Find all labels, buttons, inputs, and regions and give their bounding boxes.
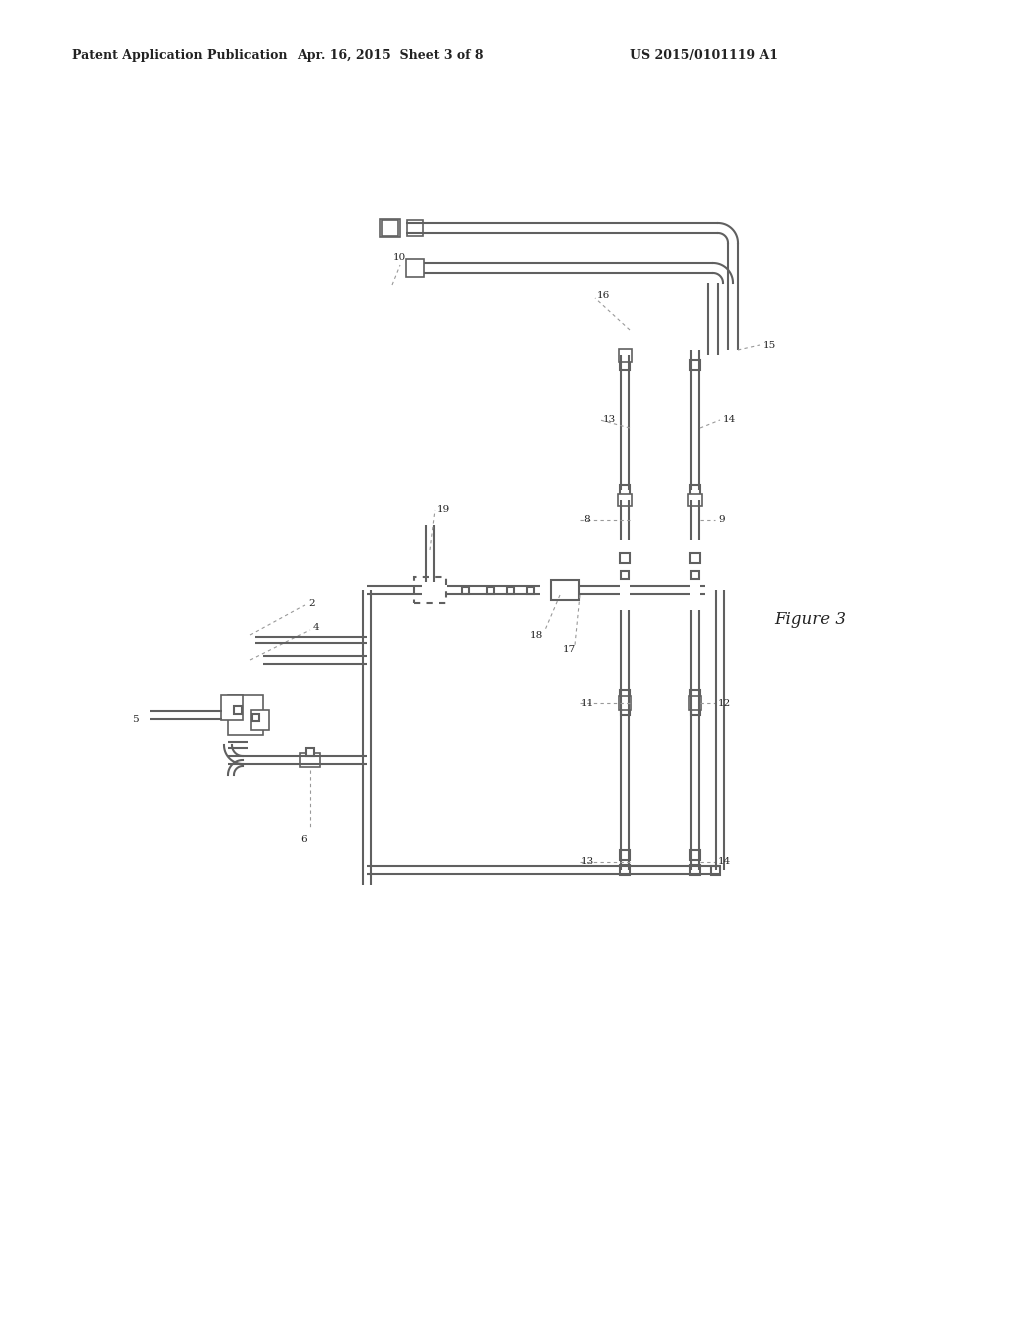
Text: 12: 12 (718, 698, 731, 708)
Polygon shape (406, 259, 424, 277)
Polygon shape (621, 572, 629, 579)
Polygon shape (621, 705, 630, 714)
Text: 14: 14 (723, 416, 736, 425)
Polygon shape (691, 572, 699, 579)
Text: 5: 5 (132, 715, 138, 725)
Polygon shape (221, 694, 243, 719)
Polygon shape (526, 586, 534, 594)
Polygon shape (618, 696, 631, 710)
Polygon shape (620, 865, 630, 875)
Polygon shape (306, 748, 314, 756)
Polygon shape (620, 484, 630, 495)
Polygon shape (227, 696, 262, 735)
Polygon shape (618, 348, 632, 362)
Polygon shape (414, 577, 446, 603)
Polygon shape (711, 866, 720, 874)
Text: 10: 10 (393, 253, 407, 263)
Text: Figure 3: Figure 3 (774, 611, 846, 628)
Text: 16: 16 (597, 292, 610, 301)
Polygon shape (688, 494, 702, 506)
Polygon shape (690, 484, 700, 495)
Polygon shape (380, 219, 400, 238)
Polygon shape (690, 705, 699, 714)
Polygon shape (620, 553, 630, 564)
Polygon shape (620, 850, 630, 861)
Polygon shape (690, 850, 700, 861)
Polygon shape (690, 865, 700, 875)
Text: Patent Application Publication: Patent Application Publication (72, 49, 288, 62)
Polygon shape (689, 696, 701, 710)
Text: 14: 14 (718, 858, 731, 866)
Text: 18: 18 (530, 631, 544, 639)
Text: 13: 13 (581, 858, 594, 866)
Polygon shape (620, 690, 630, 700)
Text: US 2015/0101119 A1: US 2015/0101119 A1 (630, 49, 778, 62)
Text: 2: 2 (308, 598, 314, 607)
Polygon shape (618, 494, 632, 506)
Polygon shape (551, 579, 579, 601)
Polygon shape (251, 710, 269, 730)
Text: 17: 17 (563, 645, 577, 655)
Polygon shape (507, 586, 513, 594)
Text: 15: 15 (763, 341, 776, 350)
Text: 11: 11 (581, 698, 594, 708)
Text: 4: 4 (313, 623, 319, 632)
Polygon shape (234, 706, 242, 714)
Polygon shape (486, 586, 494, 594)
Text: 9: 9 (718, 516, 725, 524)
Polygon shape (620, 360, 630, 370)
Polygon shape (690, 553, 700, 564)
Polygon shape (407, 220, 423, 236)
Text: 13: 13 (603, 416, 616, 425)
Polygon shape (462, 586, 469, 594)
Text: 19: 19 (437, 506, 451, 515)
Polygon shape (300, 752, 319, 767)
Polygon shape (382, 220, 398, 236)
Text: Apr. 16, 2015  Sheet 3 of 8: Apr. 16, 2015 Sheet 3 of 8 (297, 49, 483, 62)
Text: 8: 8 (583, 516, 590, 524)
Polygon shape (690, 690, 700, 700)
Text: 6: 6 (300, 836, 306, 845)
Polygon shape (690, 360, 700, 370)
Polygon shape (252, 714, 258, 721)
